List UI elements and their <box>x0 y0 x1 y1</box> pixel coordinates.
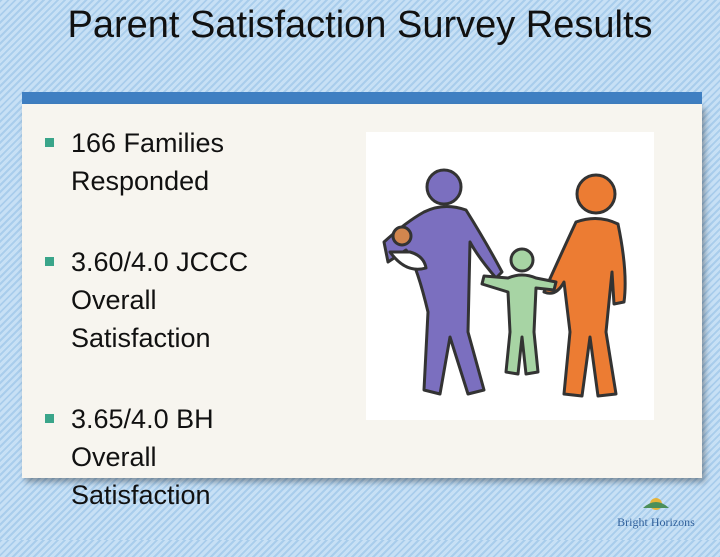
family-illustration <box>366 132 654 420</box>
title: Parent Satisfaction Survey Results <box>67 4 653 46</box>
bullet: 166 Families Responded <box>40 124 290 200</box>
slide: Parent Satisfaction Survey Results 166 F… <box>0 0 720 540</box>
bullet: 3.60/4.0 JCCC Overall Satisfaction <box>40 243 290 357</box>
bullet-list: 166 Families Responded 3.60/4.0 JCCC Ove… <box>40 124 290 557</box>
logo: Bright Horizons <box>606 490 706 530</box>
bullet: 3.65/4.0 BH Overall Satisfaction <box>40 400 290 514</box>
logo-icon <box>643 498 669 510</box>
logo-text: Bright Horizons <box>617 515 695 529</box>
header-bar <box>22 92 702 104</box>
